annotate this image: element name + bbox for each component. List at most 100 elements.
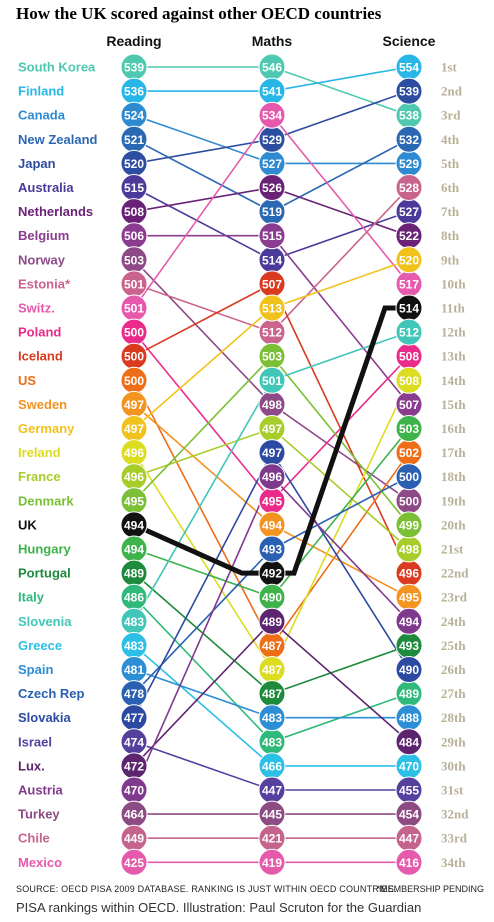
country-label-japan: Japan	[18, 156, 56, 171]
marker-portugal-science: 493	[395, 631, 423, 659]
score-label: 500	[399, 494, 419, 508]
rank-label-9: 9th	[441, 252, 460, 267]
marker-australia-reading: 515	[120, 174, 148, 201]
score-label: 478	[124, 687, 144, 701]
marker-lux-reading: 472	[120, 752, 148, 780]
score-label: 519	[262, 205, 282, 219]
marker-israel-reading: 474	[120, 728, 148, 756]
country-label-norway: Norway	[18, 252, 66, 267]
marker-spain-science: 488	[395, 704, 423, 732]
score-label: 497	[124, 422, 144, 436]
rank-label-29: 29th	[441, 734, 466, 749]
country-label-belgium: Belgium	[18, 228, 69, 243]
marker-hungary-science: 503	[395, 415, 423, 442]
rank-label-28: 28th	[441, 710, 466, 725]
marker-israel-science: 455	[395, 776, 423, 804]
score-label: 416	[399, 856, 419, 870]
country-label-lux: Lux.	[18, 758, 45, 773]
rank-label-8: 8th	[441, 228, 460, 243]
marker-switz-maths: 534	[258, 101, 286, 129]
score-label: 488	[399, 711, 419, 725]
score-label: 481	[124, 663, 144, 677]
subject-headers: Reading Maths Science	[106, 33, 435, 49]
marker-sweden-reading: 497	[120, 390, 148, 418]
marker-greece-reading: 483	[120, 631, 148, 659]
score-label: 487	[262, 687, 282, 701]
score-label: 497	[124, 398, 144, 412]
country-label-france: France	[18, 469, 61, 484]
country-label-israel: Israel	[18, 734, 52, 749]
country-label-netherlands: Netherlands	[18, 204, 93, 219]
marker-germany-science: 520	[395, 246, 423, 274]
score-label: 524	[124, 109, 144, 123]
score-label: 489	[399, 687, 419, 701]
score-label: 500	[124, 350, 144, 364]
rank-label-30: 30th	[441, 758, 466, 773]
score-label: 494	[124, 518, 144, 532]
marker-uk-science: 514	[395, 294, 423, 322]
rank-label-23: 23rd	[441, 590, 468, 605]
marker-slovenia-reading: 483	[120, 607, 148, 635]
score-label: 497	[262, 446, 282, 460]
score-label: 527	[399, 205, 419, 219]
score-label: 477	[124, 711, 144, 725]
country-label-spain: Spain	[18, 662, 53, 677]
marker-australia-science: 527	[395, 198, 423, 226]
marker-israel-maths: 447	[258, 776, 286, 804]
rank-label-33: 33rd	[441, 831, 468, 846]
marker-netherlands-maths: 526	[258, 174, 286, 201]
score-label: 487	[262, 639, 282, 653]
country-label-greece: Greece	[18, 638, 62, 653]
score-label: 484	[399, 735, 419, 749]
score-label: 490	[262, 591, 282, 605]
marker-lux-science: 484	[395, 728, 423, 756]
country-label-australia: Australia	[18, 180, 74, 195]
marker-us-reading: 500	[120, 366, 148, 394]
marker-chile-maths: 421	[258, 824, 286, 852]
marker-chile-reading: 449	[120, 824, 148, 852]
score-label: 494	[399, 615, 419, 629]
marker-spain-reading: 481	[120, 656, 148, 683]
rank-label-18: 18th	[441, 469, 466, 484]
score-label: 494	[124, 543, 144, 557]
marker-slovakia-reading: 477	[120, 704, 148, 732]
rank-label-24: 24th	[441, 614, 466, 629]
score-label: 500	[399, 470, 419, 484]
rank-label-22: 22nd	[441, 566, 469, 581]
source-note: SOURCE: OECD PISA 2009 DATABASE. RANKING…	[16, 884, 397, 894]
marker-norway-science: 500	[395, 487, 423, 515]
rank-label-19: 19th	[441, 493, 466, 508]
marker-germany-maths: 513	[258, 294, 286, 322]
country-label-sweden: Sweden	[18, 397, 67, 412]
score-label: 490	[399, 663, 419, 677]
score-label: 508	[124, 205, 144, 219]
score-label: 495	[399, 591, 419, 605]
score-label: 498	[399, 543, 419, 557]
marker-iceland-maths: 507	[258, 270, 286, 298]
score-label: 493	[399, 639, 419, 653]
score-label: 496	[399, 567, 419, 581]
score-label: 528	[399, 181, 419, 195]
score-markers: 539 546 538 536 541 554 524 527 529 521 519 532 520 5…	[120, 53, 423, 876]
score-label: 512	[399, 326, 419, 340]
score-label: 508	[399, 350, 419, 364]
country-label-mexico: Mexico	[18, 855, 62, 870]
score-label: 472	[124, 759, 144, 773]
rank-labels: 1st 2nd 3rd 4th 5th 6th 7th 8th 9th 10th 11th 12th 1…	[441, 60, 469, 870]
marker-austria-science: 494	[395, 607, 423, 635]
marker-sweden-maths: 494	[258, 511, 286, 539]
marker-south-korea-maths: 546	[258, 53, 286, 81]
marker-hungary-maths: 490	[258, 583, 286, 611]
score-label: 500	[124, 374, 144, 388]
marker-new-zealand-reading: 521	[120, 125, 148, 153]
country-label-us: US	[18, 373, 36, 388]
country-label-denmark: Denmark	[18, 493, 74, 508]
marker-mexico-maths: 419	[258, 848, 286, 876]
marker-austria-reading: 470	[120, 776, 148, 804]
score-label: 534	[262, 109, 282, 123]
score-label: 526	[262, 181, 282, 195]
country-label-czech-rep: Czech Rep	[18, 686, 85, 701]
score-label: 483	[262, 711, 282, 725]
marker-slovenia-maths: 501	[258, 366, 286, 394]
marker-poland-science: 508	[395, 342, 423, 370]
